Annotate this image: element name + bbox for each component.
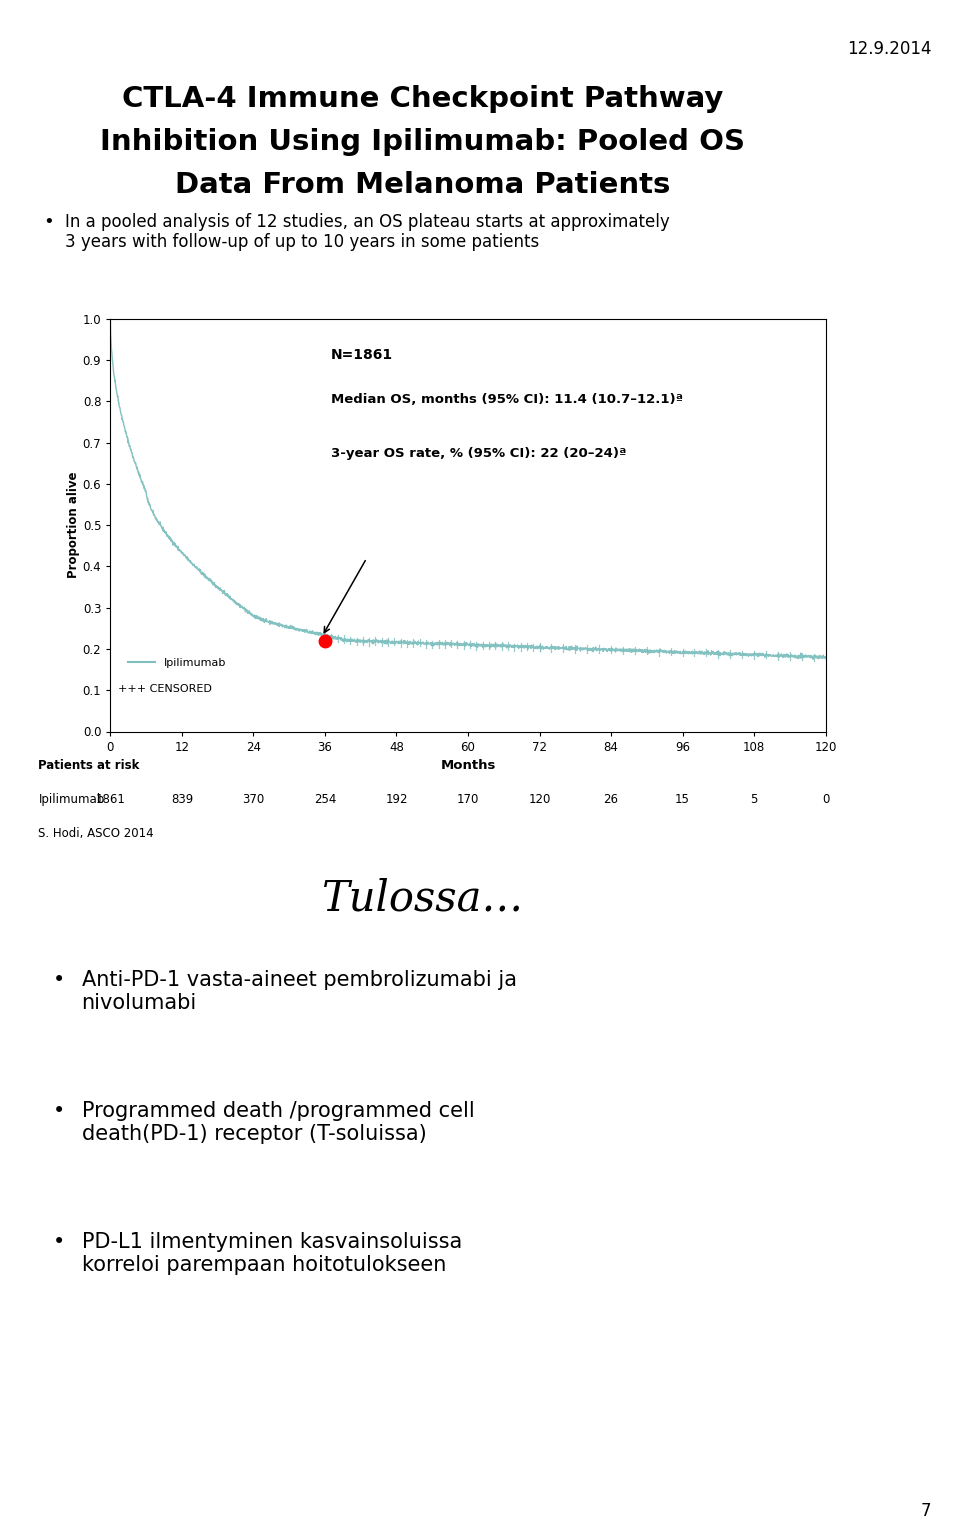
Bar [727,140,748,166]
Text: Inhibition Using Ipilimumab: Pooled OS: Inhibition Using Ipilimumab: Pooled OS [100,128,745,156]
Text: 12.9.2014: 12.9.2014 [847,40,931,59]
Text: 1861: 1861 [95,793,126,805]
Text: •: • [43,213,54,231]
Text: N=1861: N=1861 [331,348,393,362]
Text: •: • [53,1232,65,1252]
Text: Programmed death /programmed cell
death(PD-1) receptor (T-soluissa): Programmed death /programmed cell death(… [82,1101,474,1144]
Legend: Ipilimumab: Ipilimumab [123,653,231,673]
Text: •: • [53,970,65,990]
Text: Data From Melanoma Patients: Data From Melanoma Patients [175,171,670,199]
Text: •: • [53,1101,65,1121]
Text: 5: 5 [751,793,757,805]
Text: 7: 7 [921,1502,931,1520]
Text: Patients at risk: Patients at risk [38,759,140,772]
Polygon shape [723,125,752,143]
Text: 0: 0 [822,793,829,805]
Text: 15: 15 [675,793,690,805]
Text: In a pooled analysis of 12 studies, an OS plateau starts at approximately
3 year: In a pooled analysis of 12 studies, an O… [65,213,670,251]
Text: 192: 192 [385,793,408,805]
Text: 3-year OS rate, % (95% CI): 22 (20–24)ª: 3-year OS rate, % (95% CI): 22 (20–24)ª [331,447,626,460]
Text: 839: 839 [171,793,193,805]
Text: 26: 26 [604,793,618,805]
Text: PD-L1 ilmentyminen kasvainsoluissa
korreloi parempaan hoitotulokseen: PD-L1 ilmentyminen kasvainsoluissa korre… [82,1232,462,1275]
X-axis label: Months: Months [441,759,495,772]
Text: 120: 120 [528,793,551,805]
Text: Tulossa…: Tulossa… [322,878,523,919]
Text: 254: 254 [314,793,336,805]
Text: Anti-PD-1 vasta-aineet pembrolizumabi ja
nivolumabi: Anti-PD-1 vasta-aineet pembrolizumabi ja… [82,970,516,1013]
Y-axis label: Proportion alive: Proportion alive [67,471,80,579]
Text: 170: 170 [457,793,479,805]
Text: Ipilimumab: Ipilimumab [38,793,105,805]
Text: +++ CENSORED: +++ CENSORED [117,684,211,695]
Text: Median OS, months (95% CI): 11.4 (10.7–12.1)ª: Median OS, months (95% CI): 11.4 (10.7–1… [331,393,683,407]
Text: CTLA-4 Immune Checkpoint Pathway: CTLA-4 Immune Checkpoint Pathway [122,85,723,112]
Text: S. Hodi, ASCO 2014: S. Hodi, ASCO 2014 [38,827,154,839]
Text: 370: 370 [242,793,265,805]
